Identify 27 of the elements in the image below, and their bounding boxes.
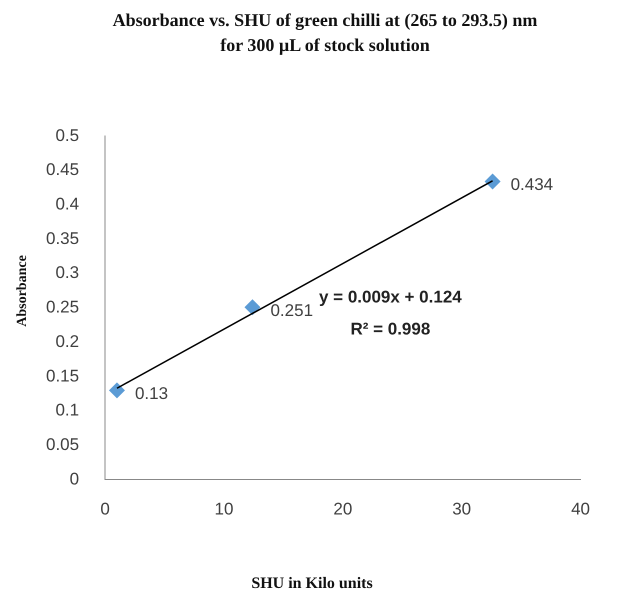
point bbox=[244, 299, 260, 316]
y-tick-label: 0.2 bbox=[55, 332, 80, 351]
x-tick-label: 10 bbox=[214, 499, 234, 518]
y-tick-label: 0.5 bbox=[55, 126, 80, 145]
x-tick-label: 40 bbox=[571, 499, 590, 518]
chart-title: Absorbance vs. SHU of green chilli at (265 to 293.5) nm for 300 µL of stock solution bbox=[112, 9, 538, 57]
y-tick-label: 0.35 bbox=[46, 228, 80, 248]
data-label: 0.434 bbox=[510, 175, 554, 194]
data-label: 0.251 bbox=[270, 300, 314, 320]
point bbox=[108, 382, 125, 398]
y-tick-label: 0.15 bbox=[46, 366, 80, 386]
annotation: R² = 0.998 bbox=[350, 319, 430, 338]
x-tick-label: 30 bbox=[452, 499, 472, 518]
y-tick-label: 0.45 bbox=[46, 160, 80, 180]
y-tick-label: 0.4 bbox=[55, 194, 80, 214]
y-tick-label: 0 bbox=[70, 469, 80, 488]
x-tick-label: 0 bbox=[100, 499, 110, 518]
y-tick-label: 0.3 bbox=[55, 263, 80, 282]
y-axis-title: Absorbance bbox=[15, 254, 31, 329]
x-tick-label: 20 bbox=[333, 499, 352, 518]
y-tick-label: 0.1 bbox=[55, 400, 80, 420]
y-tick-label: 0.25 bbox=[46, 298, 80, 317]
annotation: y = 0.009x + 0.124 bbox=[318, 287, 462, 306]
y-tick-label: 0.05 bbox=[46, 434, 80, 454]
point bbox=[484, 174, 501, 190]
data-label: 0.13 bbox=[134, 384, 168, 404]
x-axis-title: SHU in Kilo units bbox=[250, 575, 374, 593]
